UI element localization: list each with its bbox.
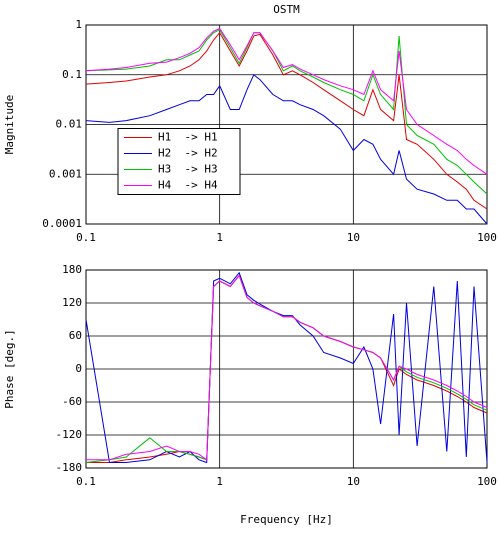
x-tick-label: 10 xyxy=(347,475,360,488)
y-tick-label: -60 xyxy=(62,395,82,408)
y-tick-label: 60 xyxy=(69,329,82,342)
y-tick-label: 0.1 xyxy=(62,68,82,81)
y-tick-label: 120 xyxy=(62,296,82,309)
y-axis-label: Magnitude xyxy=(3,95,16,155)
x-tick-label: 100 xyxy=(477,475,497,488)
y-tick-label: -120 xyxy=(56,428,83,441)
y-axis-label: Phase [deg.] xyxy=(3,329,16,408)
y-tick-label: 0.01 xyxy=(56,118,83,131)
legend-label: H4 -> H4 xyxy=(158,179,218,192)
series-line xyxy=(85,74,488,225)
y-tick-label: -180 xyxy=(56,461,83,474)
series-line xyxy=(85,31,488,210)
legend-label: H2 -> H2 xyxy=(158,147,218,160)
x-tick-label: 1 xyxy=(216,231,223,244)
legend-label: H1 -> H1 xyxy=(158,131,218,144)
x-axis-label: Frequency [Hz] xyxy=(240,513,333,526)
x-tick-label: 100 xyxy=(477,231,497,244)
x-tick-label: 0.1 xyxy=(76,475,96,488)
x-tick-label: 0.1 xyxy=(76,231,96,244)
series-line xyxy=(86,274,488,461)
y-tick-label: 1 xyxy=(75,18,82,31)
x-tick-label: 1 xyxy=(216,475,223,488)
legend-label: H3 -> H3 xyxy=(158,163,218,176)
series-line xyxy=(85,27,488,175)
legend xyxy=(117,128,241,195)
y-tick-label: 180 xyxy=(62,263,82,276)
y-tick-label: 0.001 xyxy=(49,167,82,180)
x-tick-label: 10 xyxy=(347,231,360,244)
y-tick-label: 0 xyxy=(75,362,82,375)
y-tick-label: 0.0001 xyxy=(42,217,82,230)
chart-title: OSTM xyxy=(273,3,300,16)
series-line xyxy=(85,29,488,195)
